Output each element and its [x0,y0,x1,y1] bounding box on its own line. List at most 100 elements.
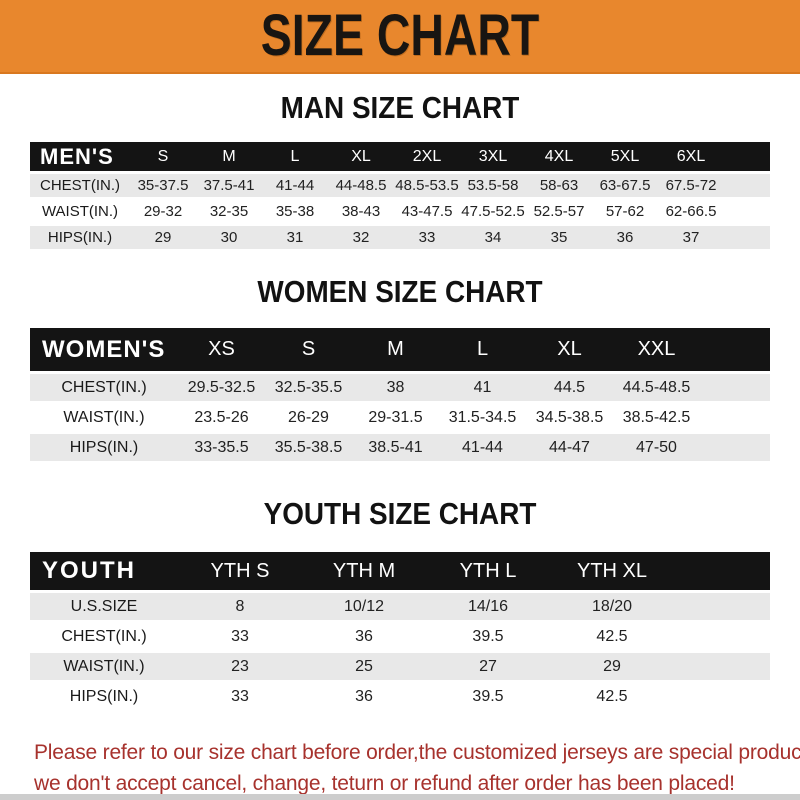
value-cell: 37 [658,226,724,249]
value-cell: 29 [130,226,196,249]
value-cell: 42.5 [596,627,628,645]
youth-size-title: YOUTH SIZE CHART [263,496,537,531]
table-row: U.S.SIZE 8 10/12 14/16 18/20 [30,593,770,620]
value-cell: 37.5-41 [196,174,262,197]
filler-cell [724,142,770,171]
row-label-cell: CHEST(IN.) [61,627,147,645]
size-header-cell: M [196,142,262,171]
value-cell: 32 [328,226,394,249]
row-label-cell: WAIST(IN.) [63,408,145,426]
row-label-cell: HIPS(IN.) [30,226,130,249]
row-label-cell: HIPS(IN.) [30,434,178,461]
size-header-cell: 3XL [460,142,526,171]
women-size-section: WOMEN SIZE CHART WOMEN'S XS S M L XL XXL CHEST(… [0,252,800,464]
value-cell: 44.5 [526,374,613,401]
filler-cell [674,593,770,620]
value-cell: 44-47 [526,434,613,461]
filler-cell [700,328,770,371]
value-cell: 14/16 [426,593,550,620]
size-header-cell: L [439,328,526,371]
value-cell: 44.5-48.5 [613,374,700,401]
table-brand-cell: YOUTH [30,552,178,590]
table-row: WAIST(IN.) 23 25 27 29 [30,653,770,680]
table-row: HIPS(IN.) 29 30 31 32 33 34 35 36 37 [30,226,770,249]
size-header-cell: L [262,142,328,171]
table-row: WAIST(IN.) 29-32 32-35 35-38 38-43 43-47.5 47.… [30,200,770,223]
table-brand-cell: MEN'S [30,142,130,171]
size-header-cell: YTH L [426,552,550,590]
table-header-row: MEN'S S M L XL 2XL 3XL 4XL 5XL 6XL [30,142,770,171]
value-cell: 53.5-58 [460,174,526,197]
filler-cell [674,653,770,680]
size-header-cell: XL [526,328,613,371]
women-size-table: WOMEN'S XS S M L XL XXL CHEST(IN.) 29.5-32.5 32.5… [30,325,770,464]
value-cell: 41-44 [262,174,328,197]
value-cell: 27 [426,653,550,680]
value-cell: 63-67.5 [592,174,658,197]
table-row: HIPS(IN.) 33 36 39.5 42.5 [30,683,770,710]
value-cell: 33 [231,687,249,705]
value-cell: 29 [550,653,674,680]
value-cell: 38-43 [341,203,381,220]
filler-cell [674,552,770,590]
value-cell: 62-66.5 [665,203,717,220]
order-disclaimer: Please refer to our size chart before or… [34,737,800,799]
value-cell: 41 [439,374,526,401]
size-header-cell: 5XL [592,142,658,171]
value-cell: 39.5 [472,627,504,645]
value-cell: 47.5-52.5 [461,203,525,220]
row-label-cell: HIPS(IN.) [69,687,139,705]
value-cell: 38.5-41 [352,434,439,461]
table-header-row: YOUTH YTH S YTH M YTH L YTH XL [30,552,770,590]
table-brand-cell: WOMEN'S [30,328,178,371]
value-cell: 26-29 [288,408,329,426]
value-cell: 32-35 [209,203,249,220]
value-cell: 33-35.5 [178,434,265,461]
value-cell: 42.5 [596,687,628,705]
table-row: CHEST(IN.) 33 36 39.5 42.5 [30,623,770,650]
row-label-cell: CHEST(IN.) [30,374,178,401]
youth-size-section: YOUTH SIZE CHART YOUTH YTH S YTH M YTH L YTH… [0,464,800,713]
size-header-cell: S [130,142,196,171]
value-cell: 36 [592,226,658,249]
value-cell: 48.5-53.5 [394,174,460,197]
size-header-cell: S [265,328,352,371]
size-header-cell: YTH XL [550,552,674,590]
value-cell: 38 [352,374,439,401]
value-cell: 34.5-38.5 [535,408,604,426]
value-cell: 29.5-32.5 [178,374,265,401]
table-row: HIPS(IN.) 33-35.5 35.5-38.5 38.5-41 41-44 44-… [30,434,770,461]
disclaimer-line-1: Please refer to our size chart before or… [34,741,800,764]
filler-cell [724,174,770,197]
size-header-cell: XL [328,142,394,171]
row-label-cell: WAIST(IN.) [30,653,178,680]
table-row: CHEST(IN.) 35-37.5 37.5-41 41-44 44-48.5 48.5… [30,174,770,197]
filler-cell [700,404,770,431]
value-cell: 58-63 [526,174,592,197]
value-cell: 30 [196,226,262,249]
value-cell: 35.5-38.5 [265,434,352,461]
filler-cell [700,434,770,461]
value-cell: 33 [394,226,460,249]
value-cell: 33 [231,627,249,645]
table-row: CHEST(IN.) 29.5-32.5 32.5-35.5 38 41 44.5 44.5… [30,374,770,401]
row-label-cell: WAIST(IN.) [41,203,119,220]
table-header-row: WOMEN'S XS S M L XL XXL [30,328,770,371]
value-cell: 35-37.5 [130,174,196,197]
value-cell: 38.5-42.5 [622,408,691,426]
value-cell: 57-62 [605,203,645,220]
value-cell: 43-47.5 [401,203,453,220]
value-cell: 32.5-35.5 [265,374,352,401]
value-cell: 34 [460,226,526,249]
value-cell: 36 [355,627,373,645]
size-chart-banner: SIZE CHART [0,0,800,74]
value-cell: 35 [526,226,592,249]
value-cell: 25 [302,653,426,680]
value-cell: 18/20 [550,593,674,620]
image-bottom-edge [0,794,800,800]
value-cell: 44-48.5 [328,174,394,197]
value-cell: 29-31.5 [368,408,423,426]
man-size-table: MEN'S S M L XL 2XL 3XL 4XL 5XL 6XL CHEST(IN.) 35-37… [30,139,770,252]
size-header-cell: M [352,328,439,371]
row-label-cell: CHEST(IN.) [30,174,130,197]
